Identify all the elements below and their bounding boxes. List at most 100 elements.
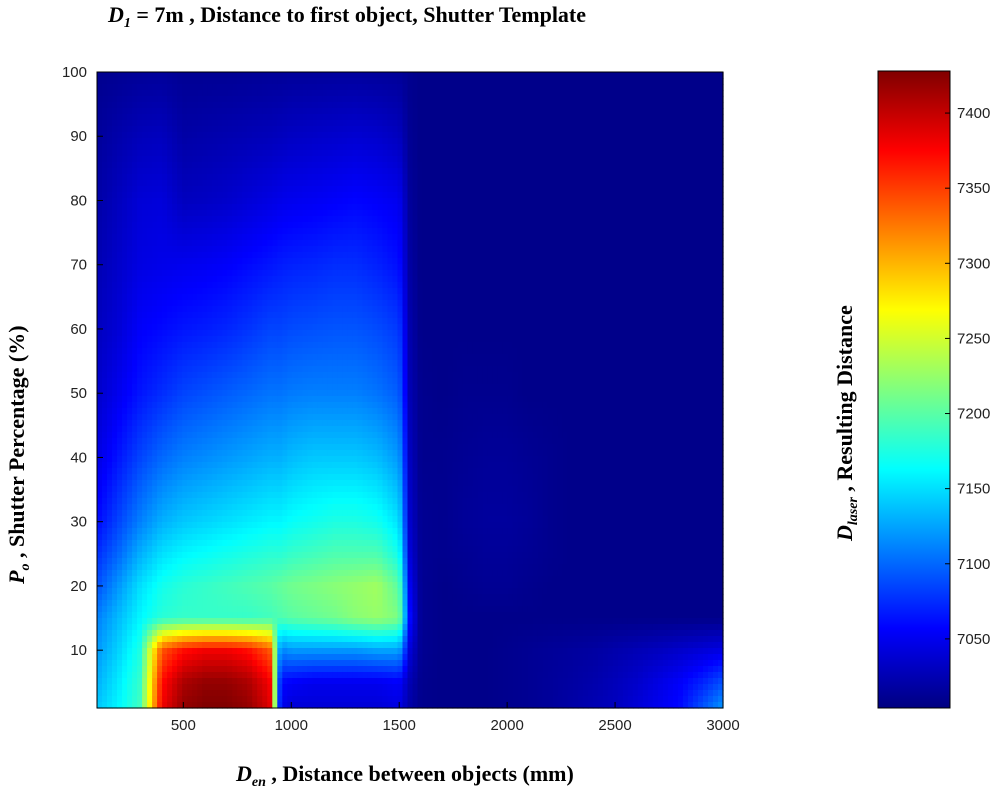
heatmap-cell — [522, 228, 529, 235]
heatmap-cell — [297, 96, 303, 103]
heatmap-cell — [437, 96, 444, 103]
heatmap-cell — [622, 228, 629, 235]
heatmap-cell — [667, 258, 674, 265]
heatmap-cell — [672, 102, 679, 109]
heatmap-cell — [572, 270, 579, 277]
heatmap-cell — [547, 198, 554, 205]
heatmap-cell — [507, 168, 514, 175]
heatmap-cell — [677, 150, 684, 157]
heatmap-cell — [632, 234, 639, 241]
heatmap-cell — [502, 294, 509, 301]
heatmap-cell — [222, 198, 228, 205]
heatmap-cell — [382, 264, 389, 271]
heatmap-cell — [622, 174, 629, 181]
heatmap-cell — [287, 204, 293, 211]
heatmap-cell — [232, 276, 238, 283]
heatmap-cell — [172, 252, 178, 259]
heatmap-cell — [137, 192, 143, 199]
heatmap-cell — [162, 102, 168, 109]
heatmap-cell — [627, 198, 634, 205]
heatmap-cell — [687, 234, 694, 241]
heatmap-cell — [252, 264, 258, 271]
heatmap-cell — [477, 72, 484, 79]
heatmap-cell — [197, 234, 203, 241]
heatmap-cell — [152, 186, 158, 193]
heatmap-cell — [367, 126, 374, 133]
heatmap-cell — [697, 72, 704, 79]
heatmap-cell — [667, 84, 674, 91]
heatmap-cell — [527, 258, 534, 265]
heatmap-cell — [267, 72, 273, 79]
heatmap-cell — [537, 300, 544, 307]
heatmap-cell — [332, 264, 338, 271]
heatmap-cell — [367, 246, 374, 253]
heatmap-cell — [637, 276, 644, 283]
heatmap-cell — [477, 276, 484, 283]
heatmap-cell — [412, 198, 419, 205]
heatmap-cell — [307, 150, 313, 157]
heatmap-cell — [362, 294, 369, 301]
heatmap-cell — [102, 258, 108, 265]
heatmap-cell — [517, 108, 524, 115]
heatmap-cell — [102, 180, 108, 187]
heatmap-cell — [272, 168, 278, 175]
heatmap-cell — [227, 288, 233, 295]
heatmap-cell — [587, 222, 594, 229]
heatmap-cell — [277, 120, 283, 127]
heatmap-cell — [597, 204, 604, 211]
heatmap-cell — [667, 168, 674, 175]
heatmap-cell — [602, 150, 609, 157]
heatmap-cell — [627, 192, 634, 199]
heatmap-cell — [652, 126, 659, 133]
heatmap-cell — [242, 294, 248, 301]
heatmap-cell — [277, 294, 283, 301]
heatmap-cell — [102, 96, 108, 103]
heatmap-cell — [247, 198, 253, 205]
heatmap-cell — [117, 216, 123, 223]
heatmap-cell — [232, 162, 238, 169]
heatmap-cell — [147, 276, 153, 283]
heatmap-cell — [102, 132, 108, 139]
heatmap-cell — [452, 222, 459, 229]
heatmap-cell — [417, 174, 424, 181]
heatmap-cell — [192, 258, 198, 265]
heatmap-cell — [357, 228, 364, 235]
heatmap-cell — [342, 126, 348, 133]
heatmap-cell — [372, 306, 379, 313]
heatmap-cell — [282, 108, 288, 115]
heatmap-cell — [477, 102, 484, 109]
heatmap-cell — [332, 234, 338, 241]
heatmap-cell — [497, 78, 504, 85]
heatmap-cell — [497, 120, 504, 127]
heatmap-cell — [517, 228, 524, 235]
heatmap-cell — [407, 252, 414, 259]
heatmap-cell — [642, 180, 649, 187]
heatmap-cell — [102, 276, 108, 283]
heatmap-cell — [267, 168, 273, 175]
heatmap-cell — [667, 120, 674, 127]
heatmap-cell — [467, 150, 474, 157]
heatmap-cell — [287, 300, 293, 307]
heatmap-cell — [122, 132, 128, 139]
heatmap-cell — [152, 132, 158, 139]
heatmap-cell — [627, 78, 634, 85]
heatmap-cell — [697, 102, 704, 109]
heatmap-cell — [182, 234, 188, 241]
heatmap-cell — [327, 156, 333, 163]
heatmap-cell — [652, 216, 659, 223]
heatmap-cell — [117, 126, 123, 133]
heatmap-cell — [642, 186, 649, 193]
heatmap-cell — [472, 150, 479, 157]
heatmap-cell — [652, 186, 659, 193]
heatmap-cell — [607, 234, 614, 241]
heatmap-cell — [147, 84, 153, 91]
heatmap-cell — [382, 138, 389, 145]
heatmap-cell — [112, 138, 118, 145]
heatmap-cell — [167, 222, 173, 229]
heatmap-cell — [272, 162, 278, 169]
heatmap-cell — [397, 90, 404, 97]
heatmap-cell — [402, 216, 409, 223]
heatmap-cell — [182, 198, 188, 205]
heatmap-cell — [172, 120, 178, 127]
heatmap-cell — [167, 120, 173, 127]
